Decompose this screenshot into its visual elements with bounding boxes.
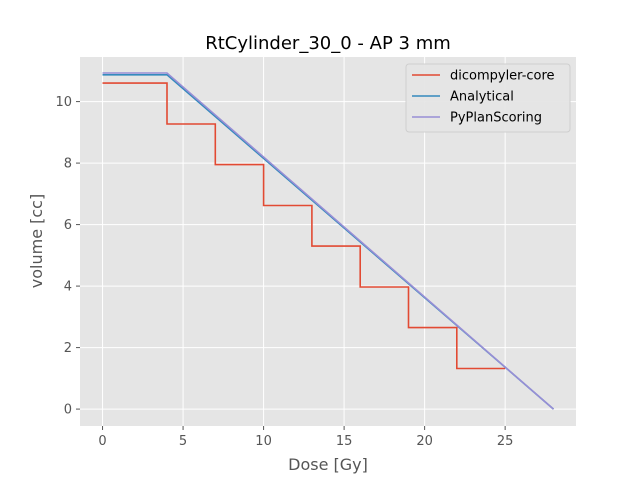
y-tick-label: 6 [64,218,72,233]
legend-label-dicompyler-core: dicompyler-core [450,69,555,84]
y-axis-label: volume [cc] [27,194,46,288]
legend-label-pyplanscoring: PyPlanScoring [450,111,542,126]
chart-title: RtCylinder_30_0 - AP 3 mm [205,33,451,54]
y-tick-label: 8 [64,157,72,172]
y-tick-label: 10 [55,95,72,110]
x-tick-label: 20 [416,434,433,449]
legend: dicompyler-core Analytical PyPlanScoring [405,63,571,133]
x-tick-label: 15 [336,434,353,449]
x-tick-label: 10 [255,434,272,449]
axis-ticks: 0 5 10 15 20 25 0 2 4 6 8 10 [55,95,513,449]
series-layer [102,72,555,410]
legend-box [405,63,571,133]
series-line-pyplanscoring [102,72,555,410]
x-tick-label: 25 [497,434,514,449]
y-tick-label: 2 [64,341,72,356]
series-line-dicompyler-core [102,82,506,370]
legend-label-analytical: Analytical [450,90,514,105]
x-tick-label: 5 [179,434,187,449]
x-tick-label: 0 [98,434,106,449]
x-axis-label: Dose [Gy] [288,455,368,474]
y-tick-label: 0 [64,403,72,418]
y-tick-label: 4 [64,280,72,295]
